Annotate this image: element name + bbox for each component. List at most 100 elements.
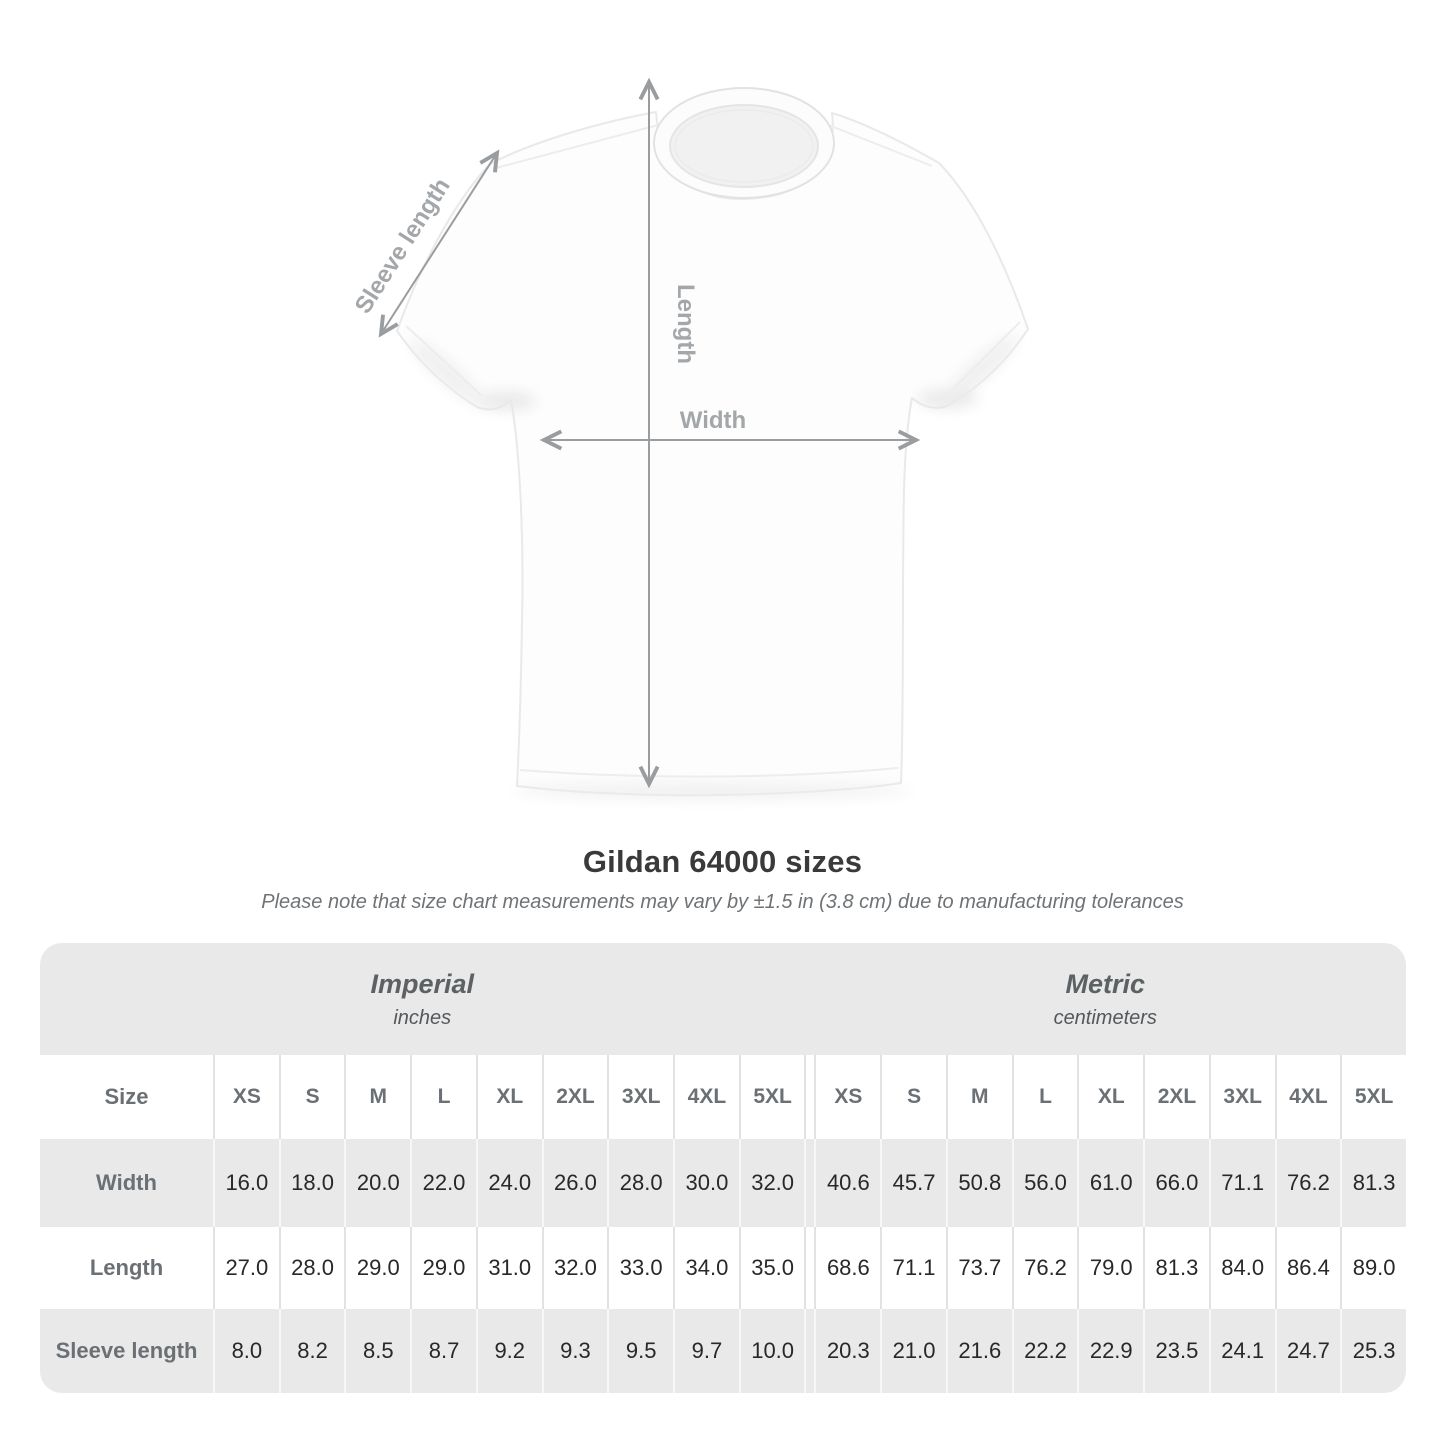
section-divider xyxy=(804,1309,814,1393)
value-cell: 81.3 xyxy=(1340,1139,1406,1227)
table-row-sleeve-length: Sleeve length 8.0 8.2 8.5 8.7 9.2 9.3 9.5 9.7 10… xyxy=(40,1309,1406,1393)
value-cell: 21.0 xyxy=(880,1309,946,1393)
width-label: Width xyxy=(680,407,746,434)
imperial-label: Imperial xyxy=(370,968,475,999)
row-label-width: Width xyxy=(96,1170,157,1195)
value-cell: 76.2 xyxy=(1011,1227,1078,1309)
value-cell: 33.0 xyxy=(607,1227,673,1309)
value-cell: 29.0 xyxy=(344,1227,410,1309)
size-cell: L xyxy=(1011,1055,1078,1139)
size-cell: M xyxy=(945,1055,1012,1139)
value-cell: 8.0 xyxy=(213,1309,279,1393)
value-cell: 84.0 xyxy=(1208,1227,1275,1309)
value-cell: 9.5 xyxy=(607,1309,673,1393)
value-cell: 8.2 xyxy=(278,1309,345,1393)
metric-label: Metric xyxy=(1065,968,1146,999)
value-cell: 34.0 xyxy=(673,1227,739,1309)
value-cell: 32.0 xyxy=(541,1227,608,1309)
value-cell: 79.0 xyxy=(1077,1227,1143,1309)
table-row-length: Length 27.0 28.0 29.0 29.0 31.0 32.0 33.0 34.0 3… xyxy=(40,1227,1406,1309)
size-cell: L xyxy=(410,1055,476,1139)
value-cell: 71.1 xyxy=(1208,1139,1275,1227)
value-cell: 8.5 xyxy=(344,1309,410,1393)
value-cell: 28.0 xyxy=(278,1227,345,1309)
value-cell: 68.6 xyxy=(814,1227,880,1309)
size-cell: S xyxy=(880,1055,946,1139)
size-cell: 3XL xyxy=(607,1055,673,1139)
value-cell: 24.1 xyxy=(1208,1309,1275,1393)
size-cell: XL xyxy=(475,1055,542,1139)
value-cell: 24.0 xyxy=(475,1139,542,1227)
value-cell: 22.9 xyxy=(1077,1309,1143,1393)
value-cell: 81.3 xyxy=(1143,1227,1209,1309)
value-cell: 21.6 xyxy=(945,1309,1012,1393)
size-cell: 5XL xyxy=(1340,1055,1406,1139)
value-cell: 24.7 xyxy=(1274,1309,1341,1393)
value-cell: 20.0 xyxy=(344,1139,410,1227)
value-cell: 9.3 xyxy=(541,1309,608,1393)
metric-unit: centimeters xyxy=(1053,1006,1157,1029)
value-cell: 35.0 xyxy=(738,1227,805,1309)
value-cell: 32.0 xyxy=(738,1139,805,1227)
tshirt-shadows xyxy=(411,336,1017,798)
value-cell: 86.4 xyxy=(1274,1227,1341,1309)
value-cell: 8.7 xyxy=(410,1309,476,1393)
row-label-sleeve-length: Sleeve length xyxy=(55,1338,198,1363)
tshirt-measurement-diagram: Sleeve length Length Width xyxy=(350,0,1029,798)
value-cell: 45.7 xyxy=(880,1139,946,1227)
table-row-width: Width 16.0 18.0 20.0 22.0 24.0 26.0 28.0 30.0 32… xyxy=(40,1139,1406,1227)
page-title: Gildan 64000 sizes xyxy=(582,844,863,879)
value-cell: 9.2 xyxy=(475,1309,542,1393)
imperial-unit: inches xyxy=(393,1006,452,1029)
value-cell: 22.2 xyxy=(1011,1309,1078,1393)
size-cell: 2XL xyxy=(541,1055,608,1139)
value-cell: 25.3 xyxy=(1340,1309,1406,1393)
tshirt-body xyxy=(396,111,1029,797)
size-cell: 2XL xyxy=(1143,1055,1209,1139)
value-cell: 76.2 xyxy=(1274,1139,1341,1227)
value-cell: 56.0 xyxy=(1011,1139,1078,1227)
value-cell: 40.6 xyxy=(814,1139,880,1227)
size-header-row: Size XS S M L XL 2XL 3XL 4XL 5XL XS S M L XL 2XL 3XL 4XL… xyxy=(40,1055,1406,1139)
metric-group-header: Metric centimeters xyxy=(805,943,1407,1055)
unit-group-header-row: Imperial inches Metric centimeters xyxy=(40,943,1406,1055)
size-cell: 5XL xyxy=(738,1055,805,1139)
measurement-arrows xyxy=(381,82,916,784)
size-column-header: Size xyxy=(104,1084,149,1109)
section-divider xyxy=(804,1139,814,1227)
value-cell: 10.0 xyxy=(738,1309,805,1393)
tolerance-note: Please note that size chart measurements… xyxy=(261,891,1184,913)
value-cell: 28.0 xyxy=(607,1139,673,1227)
value-cell: 71.1 xyxy=(880,1227,946,1309)
value-cell: 16.0 xyxy=(213,1139,279,1227)
value-cell: 61.0 xyxy=(1077,1139,1143,1227)
size-cell: XS xyxy=(814,1055,880,1139)
size-cell: 4XL xyxy=(673,1055,739,1139)
size-cell: XL xyxy=(1077,1055,1143,1139)
size-cell: 4XL xyxy=(1274,1055,1341,1139)
value-cell: 66.0 xyxy=(1143,1139,1209,1227)
size-cell: XS xyxy=(213,1055,279,1139)
value-cell: 50.8 xyxy=(945,1139,1012,1227)
length-label: Length xyxy=(672,284,699,364)
tshirt-collar xyxy=(653,87,835,199)
imperial-group-header: Imperial inches xyxy=(40,943,805,1055)
value-cell: 89.0 xyxy=(1340,1227,1406,1309)
value-cell: 22.0 xyxy=(410,1139,476,1227)
size-cell: 3XL xyxy=(1208,1055,1275,1139)
value-cell: 30.0 xyxy=(673,1139,739,1227)
value-cell: 29.0 xyxy=(410,1227,476,1309)
value-cell: 27.0 xyxy=(213,1227,279,1309)
value-cell: 9.7 xyxy=(673,1309,739,1393)
sleeve-length-arrow xyxy=(381,153,497,334)
value-cell: 20.3 xyxy=(814,1309,880,1393)
size-cell: S xyxy=(278,1055,345,1139)
section-divider xyxy=(804,1227,814,1309)
row-label-length: Length xyxy=(89,1255,164,1280)
value-cell: 73.7 xyxy=(945,1227,1012,1309)
value-cell: 23.5 xyxy=(1143,1309,1209,1393)
value-cell: 31.0 xyxy=(475,1227,542,1309)
tshirt-image: Sleeve length Length Width xyxy=(350,0,1029,798)
value-cell: 18.0 xyxy=(278,1139,345,1227)
size-chart-table: Imperial inches Metric centimeters Size … xyxy=(40,943,1406,1393)
